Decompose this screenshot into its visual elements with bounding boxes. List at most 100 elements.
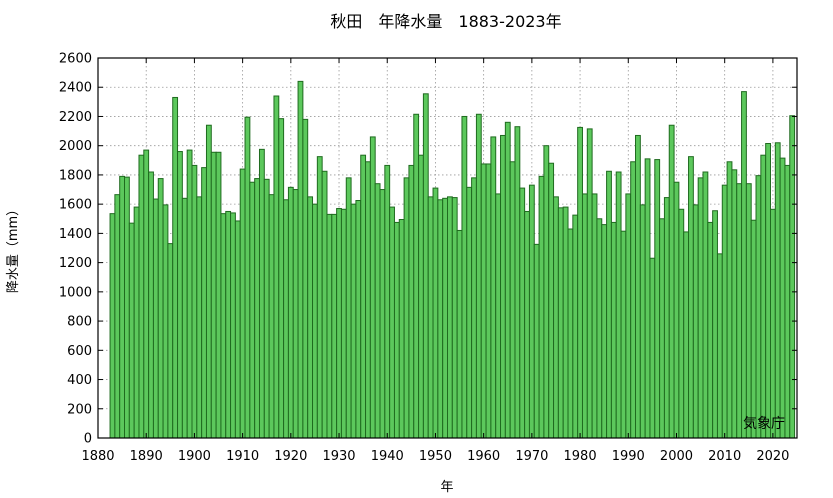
bar-1910 [239,168,246,439]
y-tick-label: 2000 [59,139,92,154]
bar-1975 [553,196,559,439]
bar-2018 [760,154,767,439]
bar-1968 [519,187,526,439]
x-tick-label: 1960 [467,449,500,464]
x-tick-label: 1930 [322,449,355,464]
bar-2005 [697,177,704,439]
bar-1988 [615,171,622,439]
bar-1979 [572,214,579,439]
bar-1971 [533,243,540,439]
bar-1936 [365,161,371,439]
bar-1958 [471,177,477,439]
bar-1894 [162,204,169,439]
bar-1929 [331,213,338,439]
bar-1893 [157,178,164,439]
bar-1924 [307,196,314,439]
bar-1985 [601,224,608,439]
bar-1917 [273,95,280,439]
bar-1916 [268,194,275,439]
bar-1932 [345,177,352,439]
bar-1943 [398,219,405,439]
bar-1980 [577,126,583,439]
bar-1919 [283,199,289,439]
bar-2000 [673,181,680,439]
bar-1951 [437,199,444,439]
bar-2009 [716,253,723,439]
y-tick-label: 1200 [59,256,92,271]
bar-2001 [678,208,685,439]
bar-1903 [205,124,212,439]
bar-1901 [196,196,203,439]
bar-1887 [128,222,135,439]
bar-1987 [610,221,617,439]
bar-1959 [475,113,482,439]
bar-2014 [741,91,747,439]
bar-1957 [466,186,473,439]
bar-1940 [384,164,391,439]
bar-1898 [181,197,188,439]
x-tick-label: 1950 [419,449,452,464]
bar-1995 [649,257,656,439]
bar-1911 [244,116,251,439]
bar-1955 [456,229,463,439]
bar-1935 [360,154,367,439]
bar-1946 [413,113,420,439]
bar-1934 [355,200,362,439]
x-tick-label: 1880 [81,449,114,464]
x-tick-label: 1990 [612,449,645,464]
y-tick-label: 2200 [59,110,92,125]
bar-2017 [755,175,762,439]
bar-1981 [581,193,588,439]
x-tick-label: 1910 [226,449,259,464]
bar-2008 [712,210,718,439]
bar-2021 [774,142,781,439]
x-axis: 1880 1890 1900 1910 1920 1930 1940 1950 1960 1970… [81,58,789,464]
bar-1950 [432,187,439,439]
bar-1954 [451,197,458,439]
bar-1963 [495,193,502,439]
x-tick-label: 1900 [178,449,211,464]
y-tick-label: 600 [67,344,92,359]
bar-1883 [109,213,116,439]
bar-1942 [393,221,400,439]
bar-2024 [789,115,796,439]
bar-1961 [485,163,492,439]
x-tick-label: 1980 [564,449,597,464]
bar-1890 [143,149,150,439]
y-tick-label: 1600 [59,198,92,213]
bar-1948 [422,93,429,439]
bar-1888 [133,206,140,439]
bar-1941 [389,206,395,439]
y-tick-label: 1400 [59,227,92,242]
y-tick-label: 1800 [59,168,92,183]
bar-1925 [312,203,318,439]
bar-2002 [683,231,690,439]
bar-1937 [369,136,376,439]
bar-1960 [480,163,487,439]
bar-1989 [620,230,627,439]
bar-1976 [557,207,564,439]
chart-title: 秋田 年降水量 1883-2023年 [330,12,561,31]
x-axis-label: 年 [440,480,453,495]
bar-1904 [210,151,217,439]
bar-2012 [731,169,738,439]
bar-1967 [514,126,521,439]
y-tick-label: 800 [67,315,92,330]
bar-1928 [326,213,333,439]
x-tick-label: 2010 [708,449,741,464]
y-tick-label: 200 [67,402,92,417]
bar-1996 [654,159,661,439]
bar-1965 [504,121,511,439]
bar-1993 [639,204,646,439]
bar-1964 [500,134,506,439]
bar-1933 [350,203,357,439]
bar-1944 [403,177,410,439]
x-tick-label: 1920 [274,449,307,464]
bar-1920 [287,186,294,439]
bar-1953 [447,196,453,439]
bar-1966 [509,161,516,439]
bar-1945 [408,164,415,439]
y-tick-label: 0 [84,432,92,447]
bar-1889 [138,154,145,439]
bar-1949 [427,196,434,439]
